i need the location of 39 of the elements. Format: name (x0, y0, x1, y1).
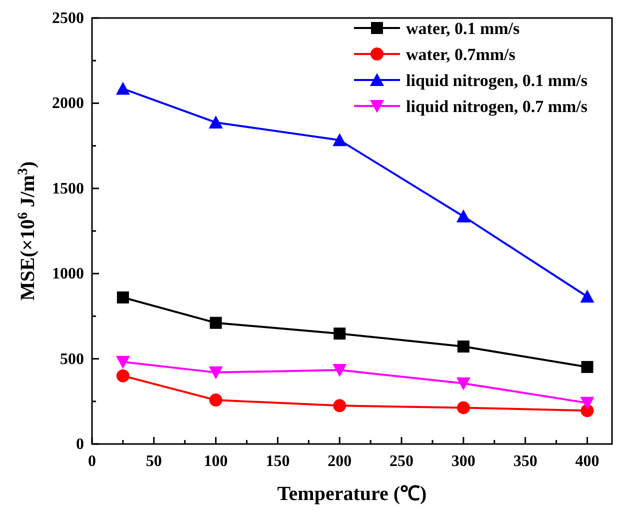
legend-label: water, 0.7mm/s (406, 45, 516, 64)
point (456, 401, 470, 414)
point (456, 209, 470, 222)
y-tick-label: 0 (76, 436, 84, 453)
x-tick-label: 0 (88, 453, 96, 470)
point (116, 369, 130, 382)
legend-label: liquid nitrogen, 0.1 mm/s (406, 71, 588, 90)
x-tick-label: 100 (204, 453, 228, 470)
point (208, 115, 223, 128)
x-tick-label: 350 (513, 453, 538, 470)
x-tick-label: 400 (575, 453, 600, 470)
point (116, 291, 129, 304)
x-tick-label: 250 (390, 453, 414, 470)
y-tick-label: 2500 (52, 10, 84, 27)
point (332, 133, 347, 146)
point (333, 399, 346, 412)
point (580, 290, 594, 303)
point (116, 356, 130, 369)
point (116, 82, 130, 95)
point (334, 328, 346, 340)
legend-label: water, 0.1 mm/s (406, 19, 520, 38)
point (457, 340, 470, 353)
y-tick-label: 500 (60, 350, 84, 368)
x-tick-label: 150 (266, 453, 290, 470)
point (210, 316, 222, 329)
point (581, 360, 594, 373)
point (456, 377, 470, 390)
y-tick-label: 1500 (52, 180, 84, 198)
x-tick-label: 200 (328, 453, 352, 470)
point (332, 364, 347, 378)
point (580, 396, 594, 410)
y-tick-label: 2000 (52, 95, 84, 112)
point (208, 366, 223, 380)
x-tick-label: 300 (451, 453, 476, 470)
y-tick-label: 1000 (52, 266, 84, 283)
legend-label: liquid nitrogen, 0.7 mm/s (406, 97, 588, 116)
point (209, 394, 222, 407)
x-axis-title: Temperature (℃) (277, 483, 427, 505)
x-tick-label: 50 (146, 453, 162, 470)
